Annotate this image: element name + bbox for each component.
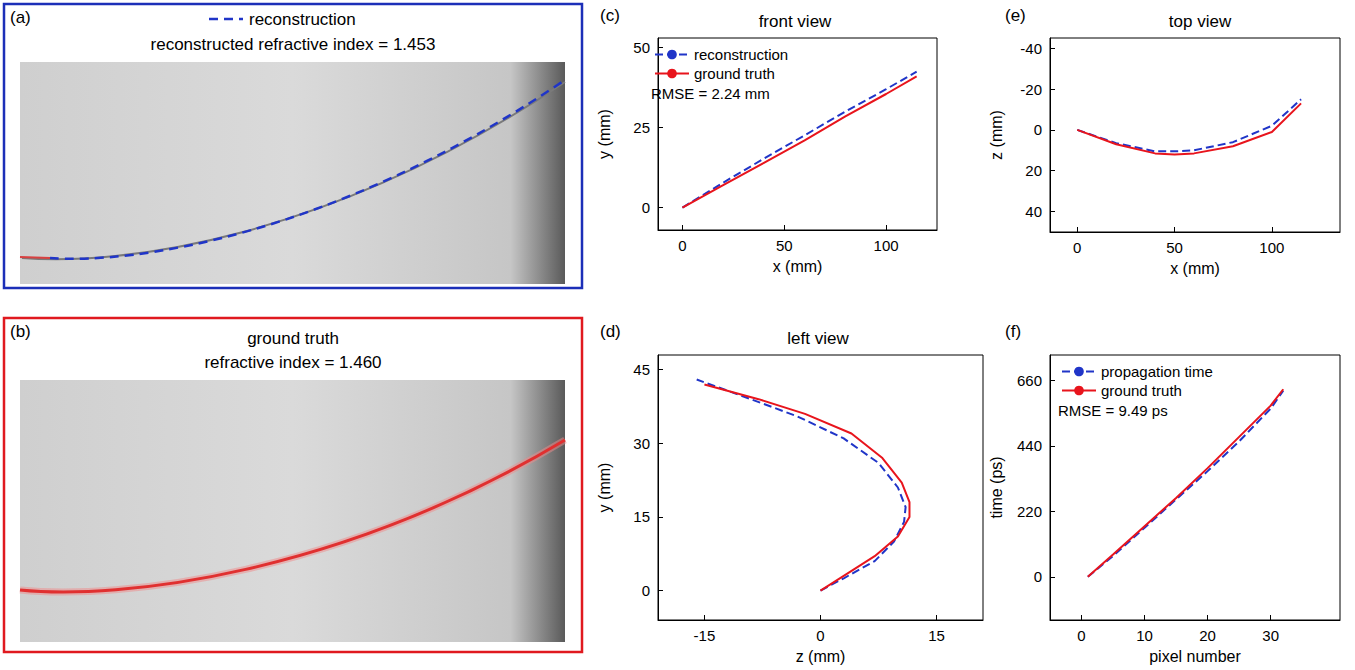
svg-text:ground truth: ground truth	[1101, 382, 1182, 399]
svg-text:ground truth: ground truth	[247, 329, 339, 348]
svg-text:propagation time: propagation time	[1101, 363, 1213, 380]
svg-text:10: 10	[1136, 627, 1153, 644]
svg-text:y (mm): y (mm)	[596, 109, 613, 159]
svg-text:(a): (a)	[10, 8, 31, 27]
svg-text:time (ps): time (ps)	[988, 456, 1005, 518]
svg-text:reconstruction: reconstruction	[249, 10, 356, 29]
svg-text:100: 100	[1259, 239, 1284, 256]
svg-text:30: 30	[1262, 627, 1279, 644]
svg-text:0: 0	[1073, 239, 1081, 256]
svg-text:15: 15	[928, 627, 945, 644]
svg-text:reconstructed refractive index: reconstructed refractive index = 1.453	[151, 35, 436, 54]
svg-text:50: 50	[1166, 239, 1183, 256]
svg-text:z (mm): z (mm)	[796, 648, 846, 665]
svg-text:20: 20	[1199, 627, 1216, 644]
svg-text:40: 40	[1025, 203, 1042, 220]
svg-text:0: 0	[816, 627, 824, 644]
svg-text:45: 45	[633, 361, 650, 378]
svg-text:left view: left view	[787, 329, 849, 348]
svg-text:660: 660	[1017, 372, 1042, 389]
svg-text:0: 0	[642, 582, 650, 599]
svg-text:-40: -40	[1020, 40, 1042, 57]
svg-text:RMSE = 9.49 ps: RMSE = 9.49 ps	[1058, 402, 1168, 419]
svg-text:x (mm): x (mm)	[773, 258, 823, 275]
svg-text:0: 0	[1034, 568, 1042, 585]
svg-text:20: 20	[1025, 162, 1042, 179]
svg-text:(c): (c)	[600, 6, 620, 25]
svg-text:(d): (d)	[600, 322, 621, 341]
svg-text:RMSE = 2.24 mm: RMSE = 2.24 mm	[651, 85, 770, 102]
svg-text:50: 50	[633, 39, 650, 56]
svg-text:top view: top view	[1169, 12, 1232, 31]
svg-text:0: 0	[1034, 121, 1042, 138]
svg-text:15: 15	[633, 508, 650, 525]
svg-text:220: 220	[1017, 503, 1042, 520]
svg-text:100: 100	[874, 237, 899, 254]
svg-text:pixel number: pixel number	[1149, 648, 1241, 665]
svg-text:reconstruction: reconstruction	[694, 46, 788, 63]
svg-text:30: 30	[633, 435, 650, 452]
svg-text:x (mm): x (mm)	[1170, 260, 1220, 277]
svg-text:refractive index = 1.460: refractive index = 1.460	[204, 353, 381, 372]
svg-text:0: 0	[678, 237, 686, 254]
svg-text:(f): (f)	[1005, 322, 1021, 341]
svg-text:ground truth: ground truth	[694, 65, 775, 82]
svg-text:z (mm): z (mm)	[988, 110, 1005, 160]
svg-text:(e): (e)	[1005, 6, 1026, 25]
svg-text:(b): (b)	[10, 322, 31, 341]
svg-text:-20: -20	[1020, 81, 1042, 98]
svg-text:25: 25	[633, 119, 650, 136]
svg-text:50: 50	[776, 237, 793, 254]
svg-text:440: 440	[1017, 437, 1042, 454]
svg-text:y (mm): y (mm)	[596, 463, 613, 513]
svg-text:front view: front view	[759, 12, 832, 31]
svg-text:0: 0	[642, 199, 650, 216]
svg-text:0: 0	[1077, 627, 1085, 644]
svg-text:-15: -15	[694, 627, 716, 644]
